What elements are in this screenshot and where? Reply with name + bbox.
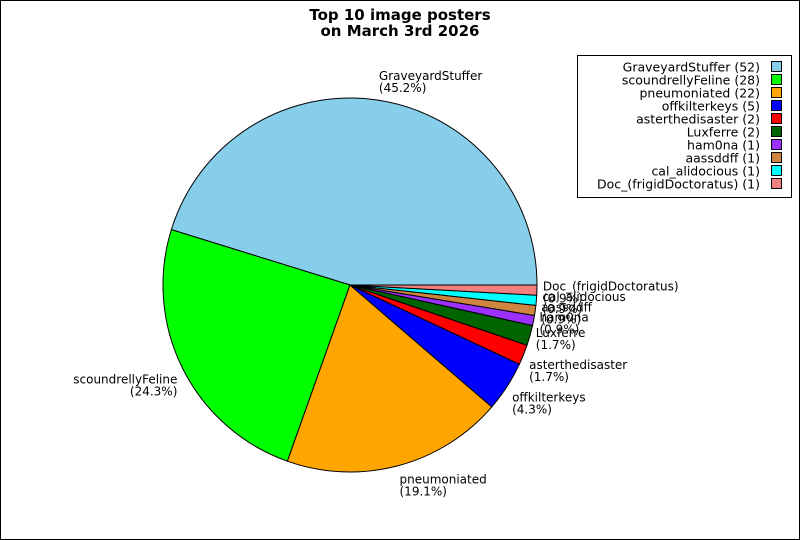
legend-label-GraveyardStuffer: GraveyardStuffer (52) <box>623 60 760 75</box>
pie-labels: GraveyardStuffer (45.2%) scoundrellyFeline… <box>73 69 678 498</box>
slice-label-GraveyardStuffer: GraveyardStuffer (45.2%) <box>379 69 482 95</box>
legend-swatch-cal_alidocious <box>771 165 782 176</box>
pie-slice-scoundrellyFeline <box>162 229 351 462</box>
legend-label-asterthedisaster: asterthedisaster (2) <box>636 112 760 127</box>
legend-swatch-Doc_(frigidDoctoratus) <box>771 178 782 189</box>
legend-label-scoundrellyFeline: scoundrellyFeline (28) <box>622 73 760 88</box>
legend-box <box>577 55 792 198</box>
legend-label-aassddff: aassddff (1) <box>685 151 760 166</box>
legend-label-ham0na: ham0na (1) <box>687 138 760 153</box>
pie-slice-GraveyardStuffer <box>170 97 538 286</box>
legend-label-offkilterkeys: offkilterkeys (5) <box>662 99 760 114</box>
chart-title-line-1: Top 10 image posters <box>309 6 490 24</box>
legend-swatch-offkilterkeys <box>771 100 782 111</box>
slice-label-ham0na: ham0na (0.9%) <box>540 311 589 337</box>
legend-swatch-scoundrellyFeline <box>771 74 782 85</box>
legend-swatch-ham0na <box>771 139 782 150</box>
slice-label-pneumoniated: pneumoniated (19.1%) <box>400 473 487 499</box>
pie-slice-Doc_(frigidDoctoratus) <box>349 284 538 296</box>
legend-label-cal_alidocious: cal_alidocious (1) <box>651 164 760 179</box>
slice-label-scoundrellyFeline: scoundrellyFeline (24.3%) <box>73 372 177 398</box>
legend-label-Doc_(frigidDoctoratus): Doc_(frigidDoctoratus) (1) <box>597 177 760 192</box>
slice-label-Doc_(frigidDoctoratus): Doc_(frigidDoctoratus) (0.9%) <box>543 279 679 305</box>
legend: GraveyardStuffer (52)scoundrellyFeline (… <box>577 55 792 198</box>
legend-swatch-Luxferre <box>771 126 782 137</box>
slice-label-asterthedisaster: asterthedisaster (1.7%) <box>529 358 627 384</box>
slice-label-aassddff: aassddff (0.9%) <box>541 300 592 326</box>
legend-swatch-asterthedisaster <box>771 113 782 124</box>
slice-label-offkilterkeys: offkilterkeys (4.3%) <box>512 391 586 417</box>
chart-title-line-2: on March 3rd 2026 <box>321 22 480 40</box>
legend-swatch-aassddff <box>771 152 782 163</box>
pie-slices <box>162 97 538 473</box>
slice-label-cal_alidocious: cal_alidocious (0.9%) <box>542 290 625 316</box>
legend-swatch-GraveyardStuffer <box>771 61 782 72</box>
legend-label-Luxferre: Luxferre (2) <box>687 125 760 140</box>
pie-slice-pneumoniated <box>286 284 493 473</box>
legend-label-pneumoniated: pneumoniated (22) <box>639 86 760 101</box>
legend-swatch-pneumoniated <box>771 87 782 98</box>
slice-label-Luxferre: Luxferre (1.7%) <box>536 326 586 352</box>
